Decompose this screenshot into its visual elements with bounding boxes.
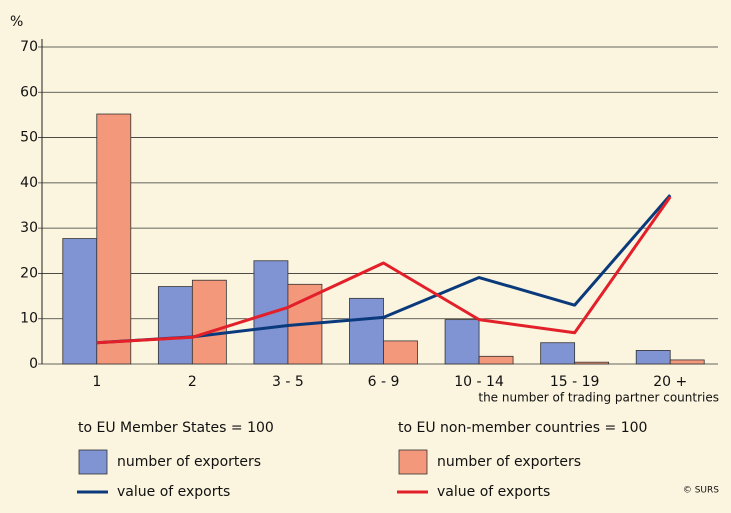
y-tick-label: 40 (20, 175, 38, 191)
x-tick-label: 6 - 9 (368, 374, 400, 390)
x-tick-label: 1 (92, 374, 101, 390)
x-tick-label: 15 - 19 (550, 374, 600, 390)
legend-title: to EU non-member countries = 100 (398, 420, 647, 436)
legend-label: value of exports (117, 484, 230, 500)
bar (157, 286, 193, 365)
legend-label: number of exporters (437, 454, 581, 470)
bar (478, 355, 514, 365)
x-axis-label: the number of trading partner countries (478, 391, 719, 405)
bar (669, 359, 705, 365)
y-tick-label: 70 (20, 39, 38, 55)
bar (96, 113, 132, 365)
y-tick-label: 60 (20, 84, 38, 100)
y-tick-label: 20 (20, 265, 38, 281)
bar (635, 350, 671, 365)
bar (540, 342, 576, 365)
y-unit: % (10, 14, 23, 30)
bar (191, 279, 227, 365)
x-tick-label: 20 + (653, 374, 687, 390)
bar (383, 340, 418, 365)
bar (62, 238, 98, 365)
legend-swatch (398, 449, 428, 475)
y-tick-label: 10 (20, 311, 38, 327)
x-tick-label: 10 - 14 (454, 374, 504, 390)
legend-title: to EU Member States = 100 (78, 420, 274, 436)
legend-swatch (78, 449, 108, 475)
source: © SURS (683, 486, 719, 496)
line (96, 196, 672, 345)
bar (444, 319, 480, 365)
bar (574, 361, 610, 365)
legend-label: number of exporters (117, 454, 261, 470)
y-tick-label: 30 (20, 220, 38, 236)
bar (349, 297, 384, 365)
x-tick-label: 2 (188, 374, 197, 390)
legend-label: value of exports (437, 484, 550, 500)
y-tick-label: 0 (29, 356, 38, 372)
x-tick-label: 3 - 5 (272, 374, 304, 390)
y-tick-label: 50 (20, 130, 38, 146)
